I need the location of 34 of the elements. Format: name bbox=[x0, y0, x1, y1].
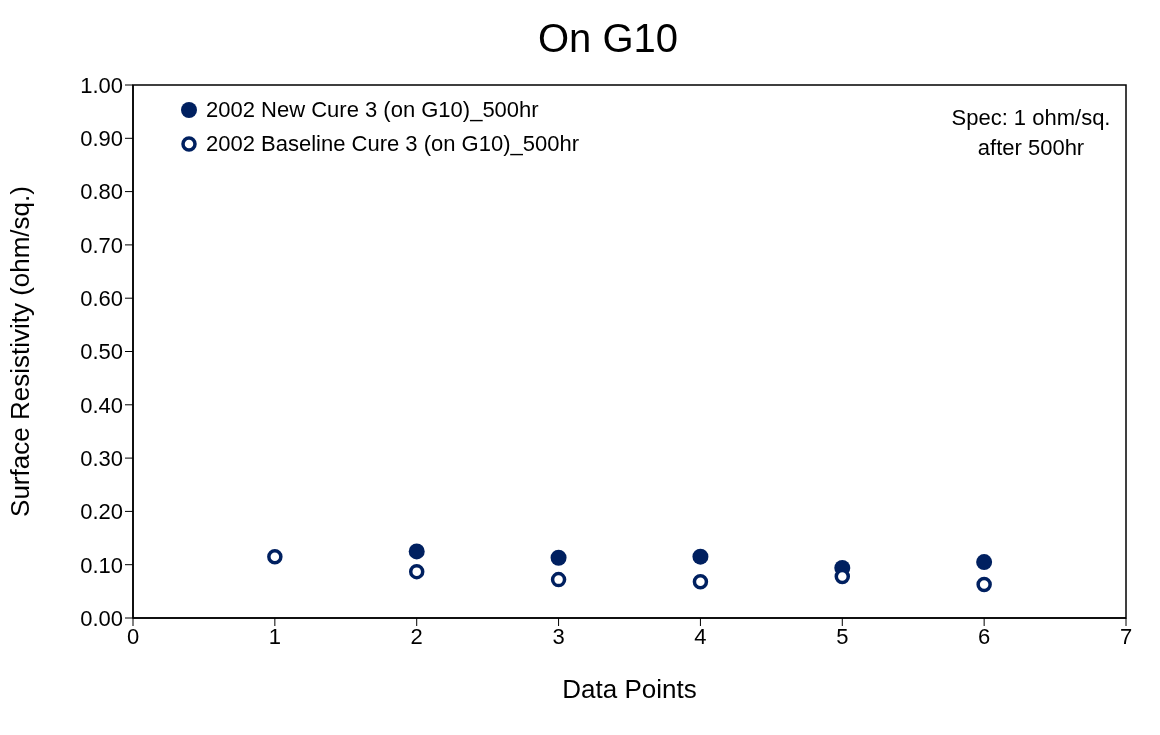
point bbox=[692, 548, 709, 565]
x-tick-label: 1 bbox=[268, 623, 281, 649]
y-tick-label: 0.20 bbox=[80, 499, 123, 525]
x-tick-label: 0 bbox=[126, 623, 140, 649]
y-tick-label: 0.90 bbox=[80, 126, 123, 152]
y-tick-label: 0.50 bbox=[80, 339, 123, 365]
legend-label: 2002 Baseline Cure 3 (on G10)_500hr bbox=[206, 130, 580, 158]
point bbox=[408, 543, 425, 560]
x-tick-label: 6 bbox=[978, 623, 991, 649]
x-tick-label: 4 bbox=[694, 623, 707, 649]
y-tick-label: 0.60 bbox=[80, 286, 123, 312]
point bbox=[976, 554, 993, 571]
x-tick-label: 5 bbox=[836, 623, 849, 649]
x-tick-label: 3 bbox=[552, 623, 565, 649]
y-tick-label: 0.10 bbox=[80, 552, 123, 578]
y-tick-label: 0.80 bbox=[80, 179, 123, 205]
y-tick-label: 1.00 bbox=[80, 72, 123, 98]
point bbox=[408, 563, 425, 580]
point bbox=[550, 549, 567, 566]
point bbox=[267, 548, 283, 565]
y-axis-title: Surface Resistivity (ohm/sq.) bbox=[5, 186, 36, 517]
x-axis-title: Data Points bbox=[562, 674, 697, 704]
chart-title: On G10 bbox=[536, 15, 680, 62]
y-tick-label: 0.40 bbox=[80, 392, 123, 418]
point bbox=[550, 571, 567, 588]
point bbox=[976, 576, 992, 593]
x-tick-label: 2 bbox=[410, 623, 423, 649]
annotation: Spec: 1 ohm/sq. after 500hr bbox=[951, 105, 1111, 160]
y-tick-label: 0.70 bbox=[80, 232, 123, 258]
y-tick-label: 0.30 bbox=[80, 445, 123, 471]
legend-label: 2002 New Cure 3 (on G10)_500hr bbox=[206, 96, 539, 124]
point bbox=[692, 574, 709, 590]
y-tick-label: 0.00 bbox=[80, 605, 123, 631]
x-tick-label: 7 bbox=[1119, 623, 1133, 649]
